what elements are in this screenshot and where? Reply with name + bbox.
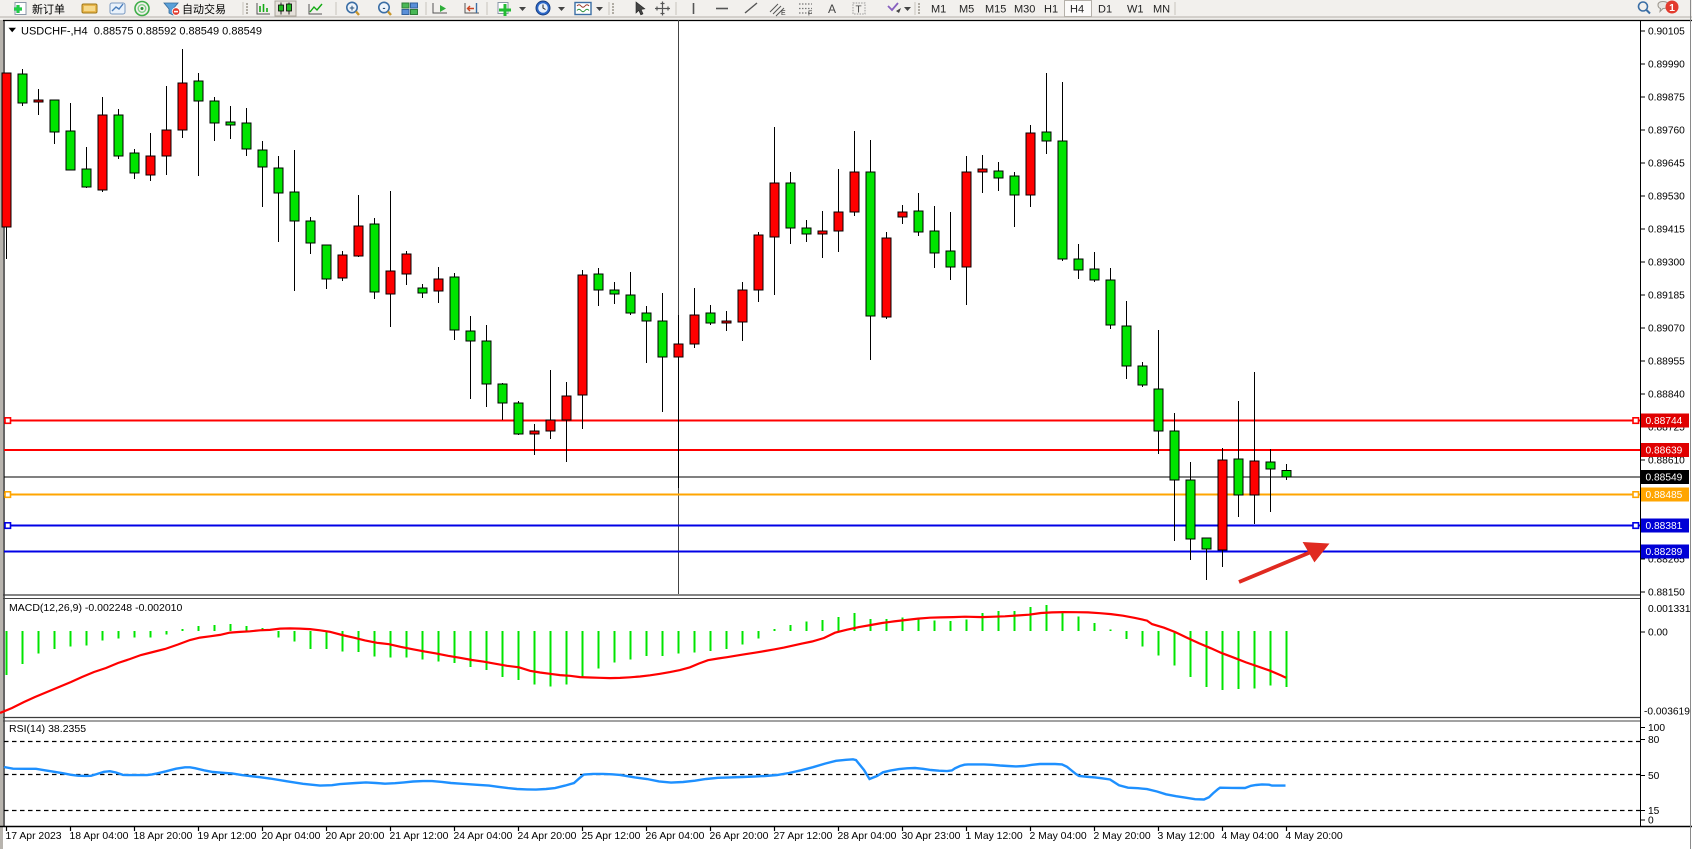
svg-text:0.89645: 0.89645: [1648, 159, 1685, 170]
svg-text:0.89185: 0.89185: [1648, 291, 1685, 302]
svg-text:F: F: [808, 11, 812, 18]
svg-text:0.88150: 0.88150: [1648, 588, 1685, 599]
svg-text:4 May 20:00: 4 May 20:00: [1286, 831, 1343, 842]
svg-text:21 Apr 12:00: 21 Apr 12:00: [390, 831, 449, 842]
svg-text:0.88744: 0.88744: [1646, 416, 1683, 427]
svg-text:0.90105: 0.90105: [1648, 27, 1685, 38]
svg-text:0.89760: 0.89760: [1648, 126, 1685, 137]
svg-text:E: E: [781, 10, 786, 17]
svg-text:100: 100: [1648, 723, 1665, 734]
svg-text:0.001331: 0.001331: [1648, 604, 1691, 615]
svg-text:18 Apr 04:00: 18 Apr 04:00: [70, 831, 129, 842]
svg-text:30 Apr 23:00: 30 Apr 23:00: [902, 831, 961, 842]
svg-text:M15: M15: [985, 4, 1006, 16]
svg-text:0.88549: 0.88549: [1646, 473, 1683, 484]
svg-text:0.89070: 0.89070: [1648, 324, 1685, 335]
svg-text:17 Apr 2023: 17 Apr 2023: [6, 831, 62, 842]
svg-text:2 May 04:00: 2 May 04:00: [1030, 831, 1087, 842]
svg-text:1: 1: [1669, 2, 1675, 14]
svg-text:USDCHF-,H4 0.88575 0.88592 0.: USDCHF-,H4 0.88575 0.88592 0.88549 0.885…: [21, 26, 262, 38]
svg-text:+: +: [349, 3, 354, 13]
svg-text:50: 50: [1648, 771, 1660, 782]
svg-text:MN: MN: [1153, 4, 1170, 16]
svg-text:3 May 12:00: 3 May 12:00: [1158, 831, 1215, 842]
svg-text:80: 80: [1648, 735, 1660, 746]
svg-text:27 Apr 12:00: 27 Apr 12:00: [774, 831, 833, 842]
svg-text:0.88639: 0.88639: [1646, 446, 1683, 457]
svg-text:0.88265: 0.88265: [1648, 555, 1685, 566]
svg-text:M1: M1: [931, 4, 946, 16]
svg-text:M30: M30: [1014, 4, 1035, 16]
svg-text:24 Apr 04:00: 24 Apr 04:00: [454, 831, 513, 842]
svg-text:0.88840: 0.88840: [1648, 390, 1685, 401]
svg-text:26 Apr 20:00: 26 Apr 20:00: [710, 831, 769, 842]
svg-text:0.88955: 0.88955: [1648, 357, 1685, 368]
svg-text:W1: W1: [1127, 4, 1144, 16]
svg-text:MACD(12,26,9) -0.002248 -0.002: MACD(12,26,9) -0.002248 -0.002010: [9, 602, 183, 614]
svg-text:T: T: [856, 5, 862, 16]
svg-text:0.88485: 0.88485: [1646, 490, 1683, 501]
svg-text:0.88725: 0.88725: [1648, 423, 1685, 434]
svg-text:20 Apr 20:00: 20 Apr 20:00: [326, 831, 385, 842]
svg-text:0.89300: 0.89300: [1648, 258, 1685, 269]
svg-text:15: 15: [1648, 806, 1660, 817]
svg-text:19 Apr 12:00: 19 Apr 12:00: [198, 831, 257, 842]
svg-text:自动交易: 自动交易: [182, 2, 226, 16]
svg-text:0.88610: 0.88610: [1648, 456, 1685, 467]
svg-text:0.88289: 0.88289: [1646, 547, 1683, 558]
svg-text:2 May 20:00: 2 May 20:00: [1094, 831, 1151, 842]
svg-text:-: -: [383, 3, 386, 13]
svg-text:M5: M5: [959, 4, 974, 16]
svg-text:A: A: [828, 2, 836, 16]
svg-text:RSI(14) 38.2355: RSI(14) 38.2355: [9, 723, 86, 735]
svg-text:0: 0: [1648, 816, 1654, 827]
svg-text:D1: D1: [1098, 4, 1112, 16]
svg-text:25 Apr 12:00: 25 Apr 12:00: [582, 831, 641, 842]
svg-text:4 May 04:00: 4 May 04:00: [1222, 831, 1279, 842]
svg-text:H1: H1: [1044, 4, 1058, 16]
svg-text:0.88381: 0.88381: [1646, 521, 1683, 532]
svg-text:0.89990: 0.89990: [1648, 60, 1685, 71]
svg-text:18 Apr 20:00: 18 Apr 20:00: [134, 831, 193, 842]
svg-text:20 Apr 04:00: 20 Apr 04:00: [262, 831, 321, 842]
svg-text:0.89415: 0.89415: [1648, 225, 1685, 236]
svg-text:1 May 12:00: 1 May 12:00: [966, 831, 1023, 842]
svg-text:H4: H4: [1070, 4, 1084, 16]
svg-text:新订单: 新订单: [32, 2, 65, 16]
svg-text:28 Apr 04:00: 28 Apr 04:00: [838, 831, 897, 842]
svg-text:-0.003619: -0.003619: [1644, 707, 1690, 718]
svg-text:0.00: 0.00: [1648, 628, 1668, 639]
svg-text:24 Apr 20:00: 24 Apr 20:00: [518, 831, 577, 842]
svg-text:0.89530: 0.89530: [1648, 192, 1685, 203]
svg-text:0.89875: 0.89875: [1648, 93, 1685, 104]
svg-text:26 Apr 04:00: 26 Apr 04:00: [646, 831, 705, 842]
